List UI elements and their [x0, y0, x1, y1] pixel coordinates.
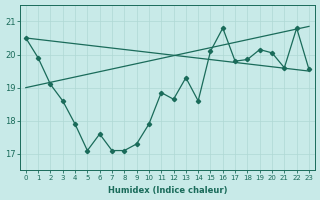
- X-axis label: Humidex (Indice chaleur): Humidex (Indice chaleur): [108, 186, 227, 195]
